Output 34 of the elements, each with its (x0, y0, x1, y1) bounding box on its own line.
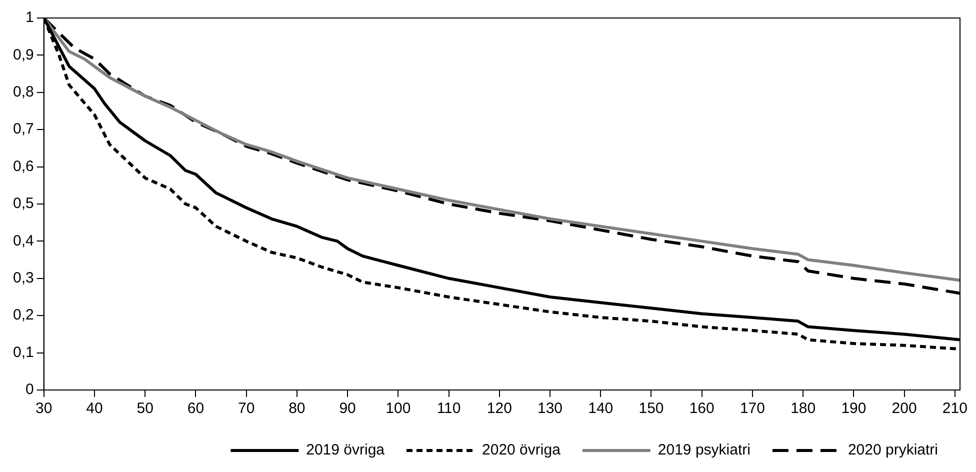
y-tick-label: 0,6 (12, 158, 34, 175)
legend-label: 2020 övriga (482, 442, 562, 459)
x-tick-label: 50 (136, 400, 154, 418)
x-tick-label: 190 (841, 400, 866, 418)
x-tick-label: 70 (238, 400, 255, 418)
x-tick-label: 120 (486, 400, 512, 418)
legend-label: 2019 övriga (306, 442, 386, 459)
y-tick-label: 0,8 (12, 84, 34, 101)
x-tick-label: 30 (36, 400, 52, 418)
x-tick-label: 160 (689, 400, 714, 418)
x-tick-label: 140 (588, 400, 614, 418)
x-tick-label: 100 (386, 400, 411, 418)
legend-label: 2019 psykiatri (658, 442, 750, 459)
x-tick-label: 40 (86, 400, 103, 418)
x-tick-label: 200 (892, 400, 917, 418)
y-tick-label: 1 (26, 9, 34, 26)
x-tick-label: 130 (537, 400, 563, 418)
x-tick-label: 110 (436, 400, 461, 418)
y-tick-label: 0,5 (12, 195, 34, 212)
y-tick-label: 0,4 (12, 232, 34, 250)
y-tick-label: 0 (26, 381, 34, 398)
y-tick-label: 0,9 (12, 46, 34, 64)
y-tick-label: 0,1 (12, 344, 34, 361)
x-tick-label: 80 (288, 400, 306, 418)
x-tick-label: 170 (740, 400, 765, 418)
x-tick-label: 180 (790, 400, 816, 418)
x-tick-label: 150 (638, 400, 664, 418)
x-tick-label: 90 (339, 400, 356, 418)
x-tick-label: 60 (187, 400, 204, 418)
y-tick-label: 0,7 (12, 120, 34, 138)
legend-label: 2020 prykiatri (848, 442, 938, 459)
x-tick-label: 210 (942, 400, 968, 418)
y-tick-label: 0,2 (12, 306, 34, 324)
y-tick-label: 0,3 (12, 270, 34, 287)
